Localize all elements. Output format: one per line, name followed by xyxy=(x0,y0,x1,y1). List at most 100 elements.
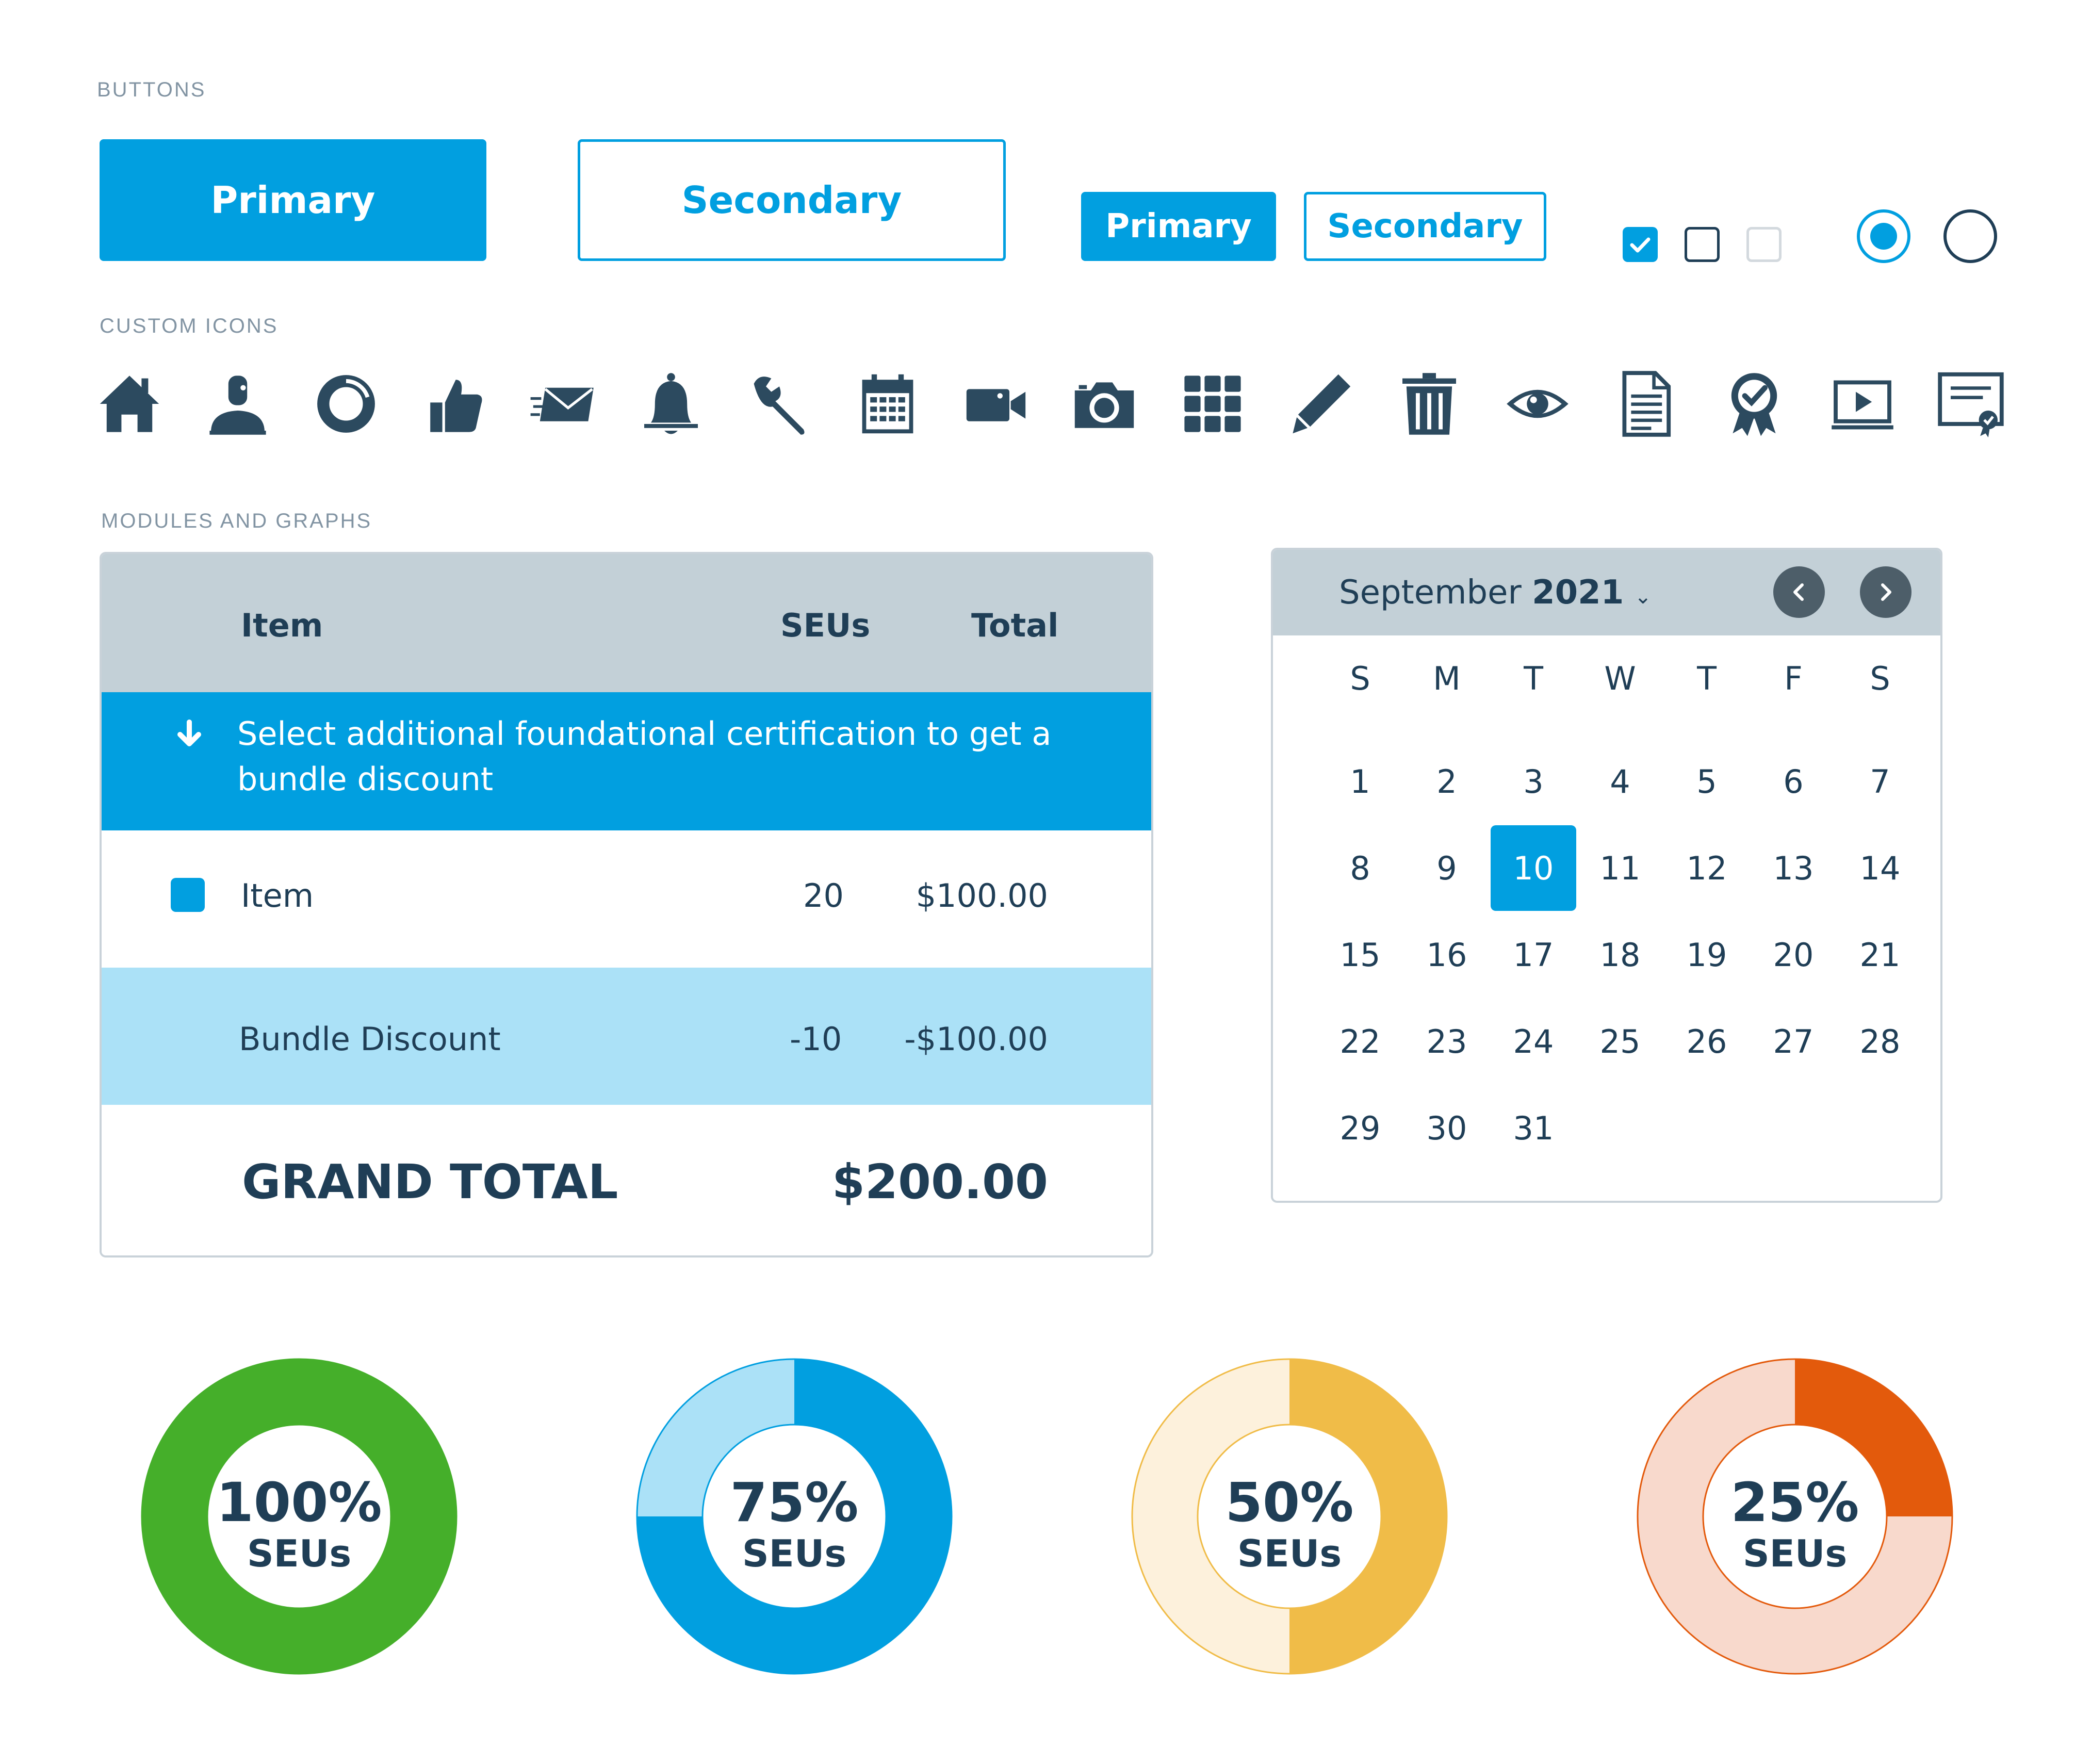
calendar-day[interactable]: 31 xyxy=(1513,1109,1554,1147)
calendar-day[interactable]: 2 xyxy=(1436,762,1457,801)
chevron-right-icon xyxy=(1881,583,1891,601)
modules-section-label: MODULES AND GRAPHS xyxy=(101,510,372,532)
discount-seus: -10 xyxy=(790,1020,842,1058)
bundle-banner: Select additional foundational certifica… xyxy=(102,692,1151,830)
prev-month-button[interactable] xyxy=(1773,566,1825,618)
calendar-day[interactable]: 23 xyxy=(1426,1022,1467,1060)
radio-selected[interactable] xyxy=(1857,209,1910,263)
discount-label: Bundle Discount xyxy=(239,1020,501,1058)
column-header-item: Item xyxy=(241,607,323,644)
weekday-header: T xyxy=(1697,659,1717,697)
calendar-day[interactable]: 5 xyxy=(1696,762,1717,801)
table-header-row: Item SEUs Total xyxy=(102,554,1151,692)
donut-outer-outline xyxy=(1131,1358,1448,1675)
calendar-day[interactable]: 15 xyxy=(1339,936,1381,974)
discount-total: -$100.00 xyxy=(904,1020,1048,1058)
primary-button-small[interactable]: Primary xyxy=(1081,192,1276,261)
checkbox-checked[interactable] xyxy=(1623,227,1658,262)
donut-chart: 75% SEUs xyxy=(614,1336,975,1697)
icons-section-label: CUSTOM ICONS xyxy=(100,315,279,337)
donut-outer-outline xyxy=(141,1358,458,1675)
calendar-day[interactable]: 30 xyxy=(1426,1109,1467,1147)
home-icon xyxy=(96,370,163,437)
calendar-day[interactable]: 6 xyxy=(1783,762,1804,801)
calendar-day-selected[interactable]: 10 xyxy=(1491,825,1576,911)
grid-icon xyxy=(1179,370,1246,437)
badge-icon xyxy=(1721,370,1788,437)
calendar-day[interactable]: 22 xyxy=(1339,1022,1381,1060)
trash-icon xyxy=(1396,370,1463,437)
certificate-icon xyxy=(1937,370,2004,437)
calendar-day[interactable]: 3 xyxy=(1523,762,1544,801)
donut-unit-label: SEUs xyxy=(1237,1532,1342,1575)
calendar-icon xyxy=(854,370,921,437)
chevron-left-icon xyxy=(1793,583,1804,601)
calendar-year: 2021 xyxy=(1532,574,1624,612)
donut-percentage: 50% xyxy=(1225,1471,1354,1534)
column-header-total: Total xyxy=(971,607,1059,644)
calendar-day[interactable]: 1 xyxy=(1350,762,1370,801)
document-icon xyxy=(1612,370,1679,437)
grand-total-label: GRAND TOTAL xyxy=(242,1154,618,1210)
item-total: $100.00 xyxy=(916,877,1048,914)
primary-button-large[interactable]: Primary xyxy=(100,139,486,261)
calendar-day[interactable]: 12 xyxy=(1686,849,1727,887)
calendar-day[interactable]: 28 xyxy=(1859,1022,1901,1060)
calendar-month: September xyxy=(1339,574,1522,612)
donut-percentage: 100% xyxy=(216,1471,382,1534)
video-player-icon xyxy=(1829,370,1896,437)
buttons-section-label: BUTTONS xyxy=(97,78,206,101)
calendar-day[interactable]: 27 xyxy=(1773,1022,1814,1060)
weekday-header: S xyxy=(1350,659,1370,697)
donut-value-arc xyxy=(1795,1359,1952,1516)
radio-unselected[interactable] xyxy=(1943,209,1997,263)
weekday-header: S xyxy=(1870,659,1890,697)
calendar-day[interactable]: 8 xyxy=(1350,849,1370,887)
calendar-day[interactable]: 11 xyxy=(1599,849,1641,887)
calendar-day[interactable]: 7 xyxy=(1870,762,1890,801)
item-checkbox[interactable] xyxy=(171,878,205,912)
table-row-item[interactable]: Item 20 $100.00 xyxy=(102,830,1151,969)
calendar-day[interactable]: 21 xyxy=(1859,936,1901,974)
secondary-button-large[interactable]: Secondary xyxy=(578,139,1006,261)
donut-outer-outline xyxy=(636,1358,953,1675)
calendar-day[interactable]: 18 xyxy=(1599,936,1641,974)
thumbs-up-icon xyxy=(421,370,488,437)
donut-inner-outline xyxy=(1197,1424,1382,1609)
calendar-day[interactable]: 13 xyxy=(1773,849,1814,887)
camera-icon xyxy=(1071,370,1138,437)
checkbox-disabled xyxy=(1746,227,1782,262)
calendar-day[interactable]: 24 xyxy=(1513,1022,1554,1060)
weekday-header: M xyxy=(1433,659,1461,697)
calendar-day[interactable]: 19 xyxy=(1686,936,1727,974)
video-icon xyxy=(962,370,1030,437)
donut-unit-label: SEUs xyxy=(1742,1532,1848,1575)
donut-inner-outline xyxy=(206,1424,392,1609)
calendar-day[interactable]: 14 xyxy=(1859,849,1901,887)
pencil-icon xyxy=(1287,370,1354,437)
donut-value-arc xyxy=(142,1359,456,1674)
donut-chart: 100% SEUs xyxy=(119,1336,480,1697)
checkbox-unchecked[interactable] xyxy=(1685,227,1720,262)
calendar-day[interactable]: 26 xyxy=(1686,1022,1727,1060)
donut-outer-outline xyxy=(1637,1358,1953,1675)
secondary-button-small[interactable]: Secondary xyxy=(1304,192,1546,261)
donut-icon xyxy=(313,370,380,437)
order-summary-table: Item SEUs Total Select additional founda… xyxy=(100,552,1153,1257)
item-label: Item xyxy=(241,877,314,914)
calendar-day[interactable]: 16 xyxy=(1426,936,1467,974)
calendar-day[interactable]: 4 xyxy=(1610,762,1630,801)
calendar-day[interactable]: 17 xyxy=(1513,936,1554,974)
grand-total-value: $200.00 xyxy=(831,1154,1048,1210)
next-month-button[interactable] xyxy=(1860,566,1911,618)
user-icon xyxy=(204,370,271,437)
calendar-day[interactable]: 25 xyxy=(1599,1022,1641,1060)
month-year-selector[interactable]: September 2021 ⌄ xyxy=(1339,574,1652,612)
table-row-bundle-discount: Bundle Discount -10 -$100.00 xyxy=(102,968,1151,1105)
bundle-banner-text-line2: bundle discount xyxy=(237,760,494,798)
bundle-banner-text-line1: Select additional foundational certifica… xyxy=(237,715,1052,753)
calendar-day[interactable]: 9 xyxy=(1436,849,1457,887)
calendar-day[interactable]: 20 xyxy=(1773,936,1814,974)
weekday-header: W xyxy=(1604,659,1636,697)
calendar-day[interactable]: 29 xyxy=(1339,1109,1381,1147)
